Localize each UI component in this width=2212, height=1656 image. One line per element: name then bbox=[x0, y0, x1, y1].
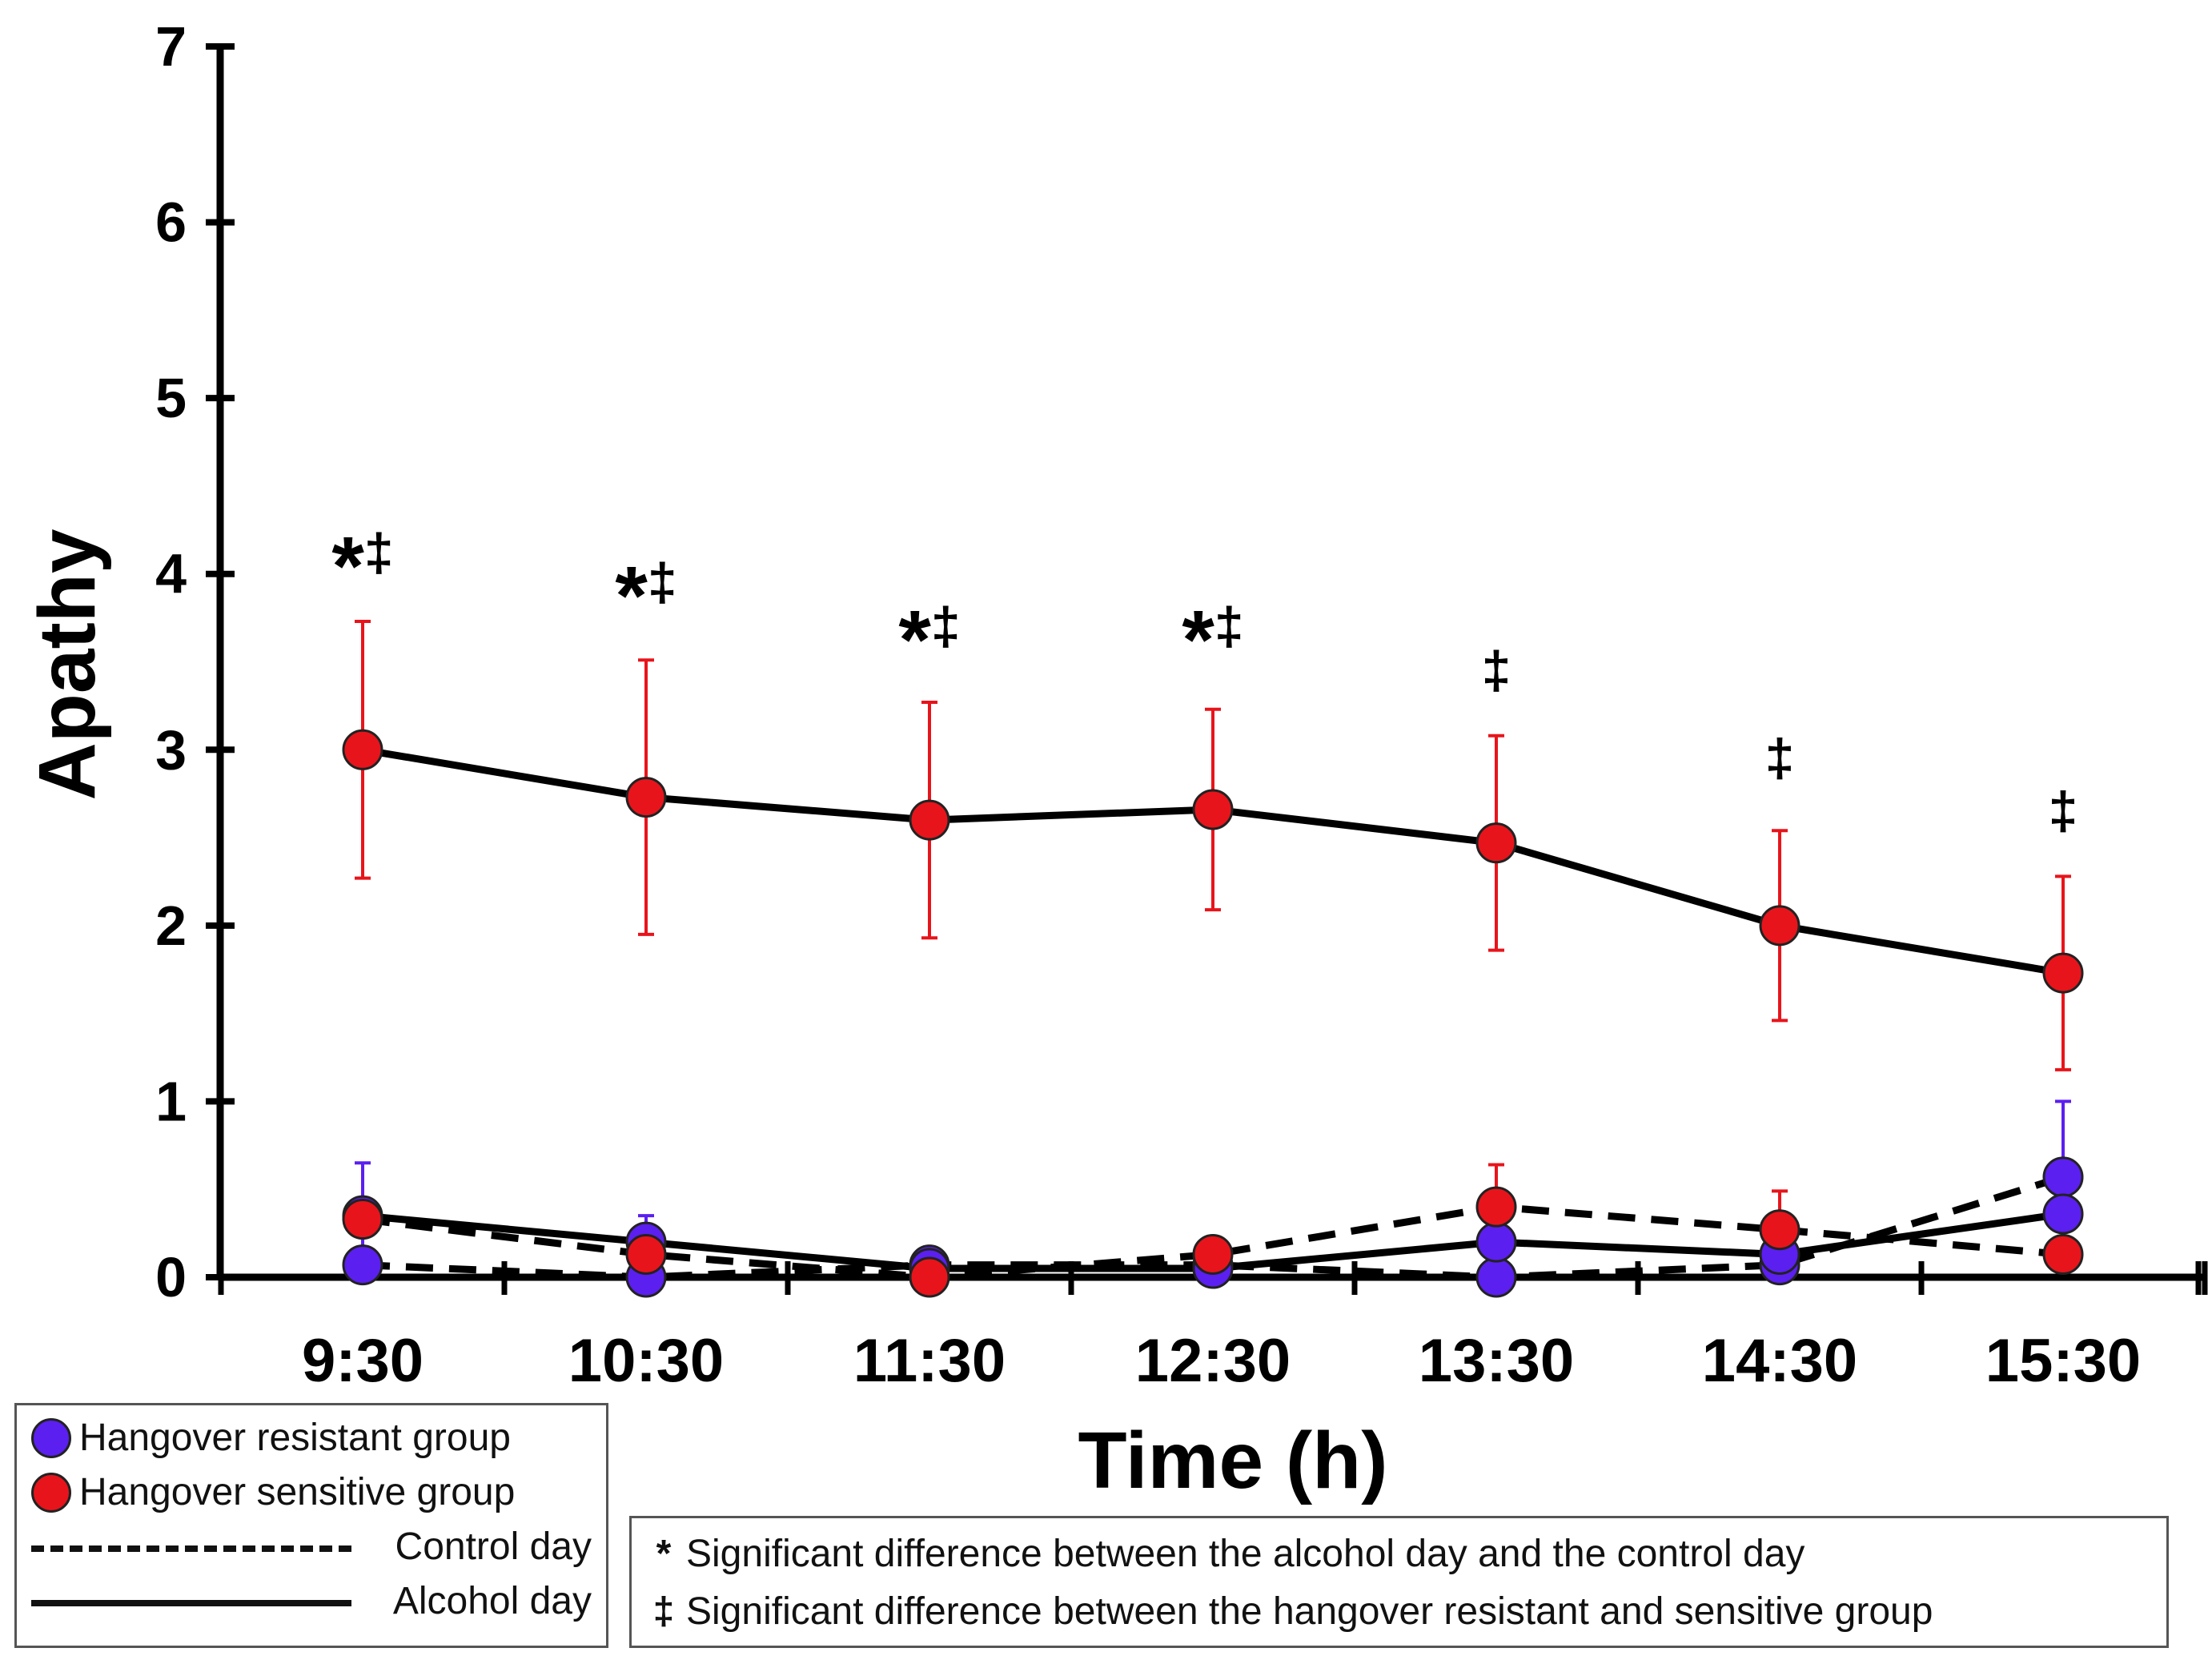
y-tick-label: 4 bbox=[155, 543, 187, 605]
significance-marker: ‡ bbox=[1765, 728, 1795, 787]
y-tick-label: 2 bbox=[155, 894, 187, 957]
significance-marker: ‡ bbox=[1482, 640, 1511, 699]
data-point bbox=[1475, 822, 1517, 864]
x-tick-label: 11:30 bbox=[853, 1327, 1006, 1395]
data-point bbox=[909, 799, 950, 841]
note-star: * Significant difference between the alco… bbox=[648, 1528, 1805, 1581]
legend-control-label: Control day bbox=[395, 1525, 592, 1568]
legend-alcohol-label: Alcohol day bbox=[392, 1580, 592, 1622]
x-tick-label: 13:30 bbox=[1419, 1327, 1574, 1395]
solid-line-icon bbox=[31, 1600, 351, 1606]
legend-row-resistant: Hangover resistant group bbox=[17, 1412, 606, 1465]
data-point bbox=[1192, 789, 1234, 830]
data-point bbox=[1475, 1186, 1517, 1228]
dagger-symbol: ‡ bbox=[652, 1590, 675, 1633]
x-tick-label: 12:30 bbox=[1135, 1327, 1291, 1395]
y-tick-label: 6 bbox=[155, 191, 187, 254]
data-point bbox=[909, 1256, 950, 1298]
significance-legend: * Significant difference between the alco… bbox=[629, 1516, 2169, 1648]
significance-marker: *‡ bbox=[331, 520, 393, 613]
sensitive-marker-icon bbox=[31, 1473, 71, 1513]
series-legend: Hangover resistant group Hangover sensit… bbox=[14, 1403, 608, 1648]
y-tick-label: 5 bbox=[155, 367, 187, 429]
note-star-text: Significant difference between the alcoh… bbox=[686, 1533, 1805, 1575]
x-tick-label: 15:30 bbox=[1985, 1327, 2141, 1395]
legend-row-control: Control day bbox=[17, 1521, 606, 1574]
data-point bbox=[342, 1199, 383, 1240]
legend-row-sensitive: Hangover sensitive group bbox=[17, 1466, 606, 1519]
y-tick-label: 0 bbox=[155, 1246, 187, 1308]
data-point bbox=[342, 1244, 383, 1286]
data-point bbox=[2042, 1193, 2084, 1235]
significance-marker: ‡ bbox=[2049, 781, 2078, 840]
legend-row-alcohol: Alcohol day bbox=[17, 1575, 606, 1628]
data-point bbox=[2042, 1156, 2084, 1198]
y-axis-label: Apathy bbox=[22, 529, 112, 800]
data-point bbox=[1475, 1221, 1517, 1263]
resistant-marker-icon bbox=[31, 1418, 71, 1458]
data-point bbox=[625, 777, 667, 818]
significance-marker: *‡ bbox=[898, 594, 960, 687]
note-dagger-text: Significant difference between the hango… bbox=[686, 1590, 1933, 1633]
x-tick-label: 14:30 bbox=[1702, 1327, 1857, 1395]
star-symbol: * bbox=[656, 1533, 672, 1575]
legend-sensitive-label: Hangover sensitive group bbox=[79, 1471, 516, 1513]
dashed-line-icon bbox=[31, 1545, 351, 1552]
data-point bbox=[625, 1233, 667, 1275]
significance-marker: *‡ bbox=[615, 550, 676, 643]
data-point bbox=[1192, 1233, 1234, 1275]
data-point bbox=[342, 729, 383, 770]
data-point bbox=[2042, 952, 2084, 994]
data-point bbox=[2042, 1233, 2084, 1275]
note-dagger: ‡ Significant difference between the hang… bbox=[648, 1586, 1933, 1638]
data-point bbox=[1759, 905, 1801, 947]
y-tick-label: 3 bbox=[155, 718, 187, 781]
x-tick-label: 9:30 bbox=[302, 1327, 424, 1395]
data-point bbox=[1759, 1209, 1801, 1251]
x-tick-label: 10:30 bbox=[568, 1327, 724, 1395]
y-tick-label: 7 bbox=[155, 15, 187, 78]
data-point bbox=[1475, 1256, 1517, 1298]
significance-marker: *‡ bbox=[1182, 594, 1243, 687]
x-axis-label: Time (h) bbox=[1078, 1416, 1387, 1505]
legend-resistant-label: Hangover resistant group bbox=[79, 1417, 511, 1459]
y-tick-label: 1 bbox=[155, 1070, 187, 1132]
